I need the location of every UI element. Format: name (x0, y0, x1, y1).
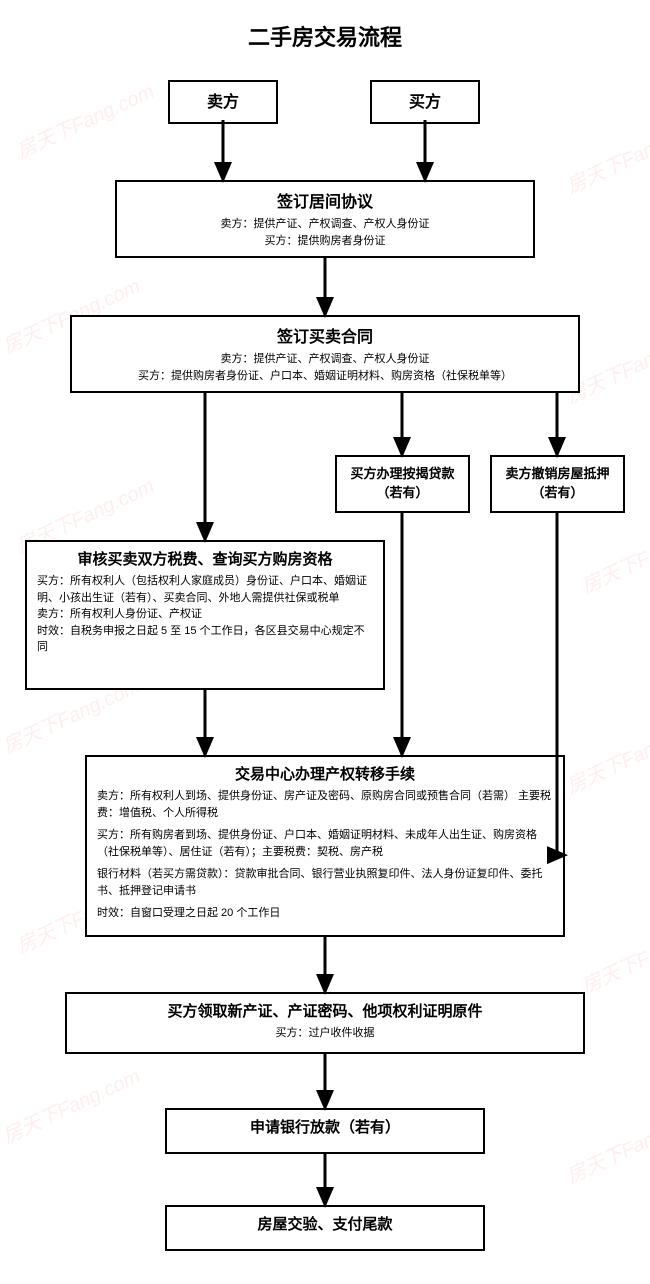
node-title: 买方办理按揭贷款（若有） (347, 463, 458, 501)
node-title: 签订居间协议 (127, 188, 523, 212)
node-title: 房屋交验、支付尾款 (177, 1213, 473, 1234)
node-bank-loan: 申请银行放款（若有） (165, 1108, 485, 1154)
node-new-cert: 买方领取新产证、产证密码、他项权利证明原件 买方：过户收件收据 (65, 992, 585, 1054)
node-title: 卖方撤销房屋抵押（若有） (502, 463, 613, 501)
flowchart-title: 二手房交易流程 (0, 20, 650, 52)
node-buyer-mortgage: 买方办理按揭贷款（若有） (335, 455, 470, 513)
node-title: 买方领取新产证、产证密码、他项权利证明原件 (77, 1000, 573, 1021)
node-delivery: 房屋交验、支付尾款 (165, 1205, 485, 1251)
node-detail: 买方：所有权利人（包括权利人家庭成员）身份证、户口本、婚姻证明、小孩出生证（若有… (37, 573, 373, 656)
node-tax-verify: 审核买卖双方税费、查询买方购房资格 买方：所有权利人（包括权利人家庭成员）身份证… (25, 540, 385, 690)
watermark-text: 房天下Fang.com (561, 1100, 650, 1189)
node-title: 申请银行放款（若有） (177, 1116, 473, 1137)
node-detail: 卖方：提供产证、产权调查、产权人身份证买方：提供购房者身份证、户口本、婚姻证明材… (82, 351, 568, 384)
node-sign-intermediary: 签订居间协议 卖方：提供产证、产权调查、产权人身份证买方：提供购房者身份证 (115, 180, 535, 258)
node-seller-release: 卖方撤销房屋抵押（若有） (490, 455, 625, 513)
node-transfer: 交易中心办理产权转移手续 卖方：所有权利人到场、提供身份证、房产证及密码、原购房… (85, 755, 565, 937)
watermark-text: 房天下Fang.com (561, 710, 650, 799)
node-title: 卖方 (180, 88, 266, 112)
watermark-text: 房天下Fang.com (561, 110, 650, 199)
node-title: 买方 (382, 88, 468, 112)
node-title: 签订买卖合同 (82, 323, 568, 347)
node-title: 交易中心办理产权转移手续 (97, 763, 553, 784)
node-buyer: 买方 (370, 80, 480, 124)
watermark-text: 房天下Fang.com (576, 510, 650, 599)
flowchart-canvas: 二手房交易流程 房天下Fang.com 房天下Fang.com 房天下Fang.co… (0, 0, 650, 1284)
node-title: 审核买卖双方税费、查询买方购房资格 (37, 548, 373, 569)
node-sign-contract: 签订买卖合同 卖方：提供产证、产权调查、产权人身份证买方：提供购房者身份证、户口… (70, 315, 580, 393)
node-detail: 卖方：提供产证、产权调查、产权人身份证买方：提供购房者身份证 (127, 216, 523, 249)
watermark-text: 房天下Fang.com (0, 1060, 144, 1149)
node-detail: 买方：过户收件收据 (77, 1025, 573, 1042)
node-seller: 卖方 (168, 80, 278, 124)
node-detail: 卖方：所有权利人到场、提供身份证、房产证及密码、原购房合同或预售合同（若需） 主… (97, 788, 553, 922)
watermark-text: 房天下Fang.com (11, 75, 158, 164)
watermark-text: 房天下Fang.com (576, 910, 650, 999)
